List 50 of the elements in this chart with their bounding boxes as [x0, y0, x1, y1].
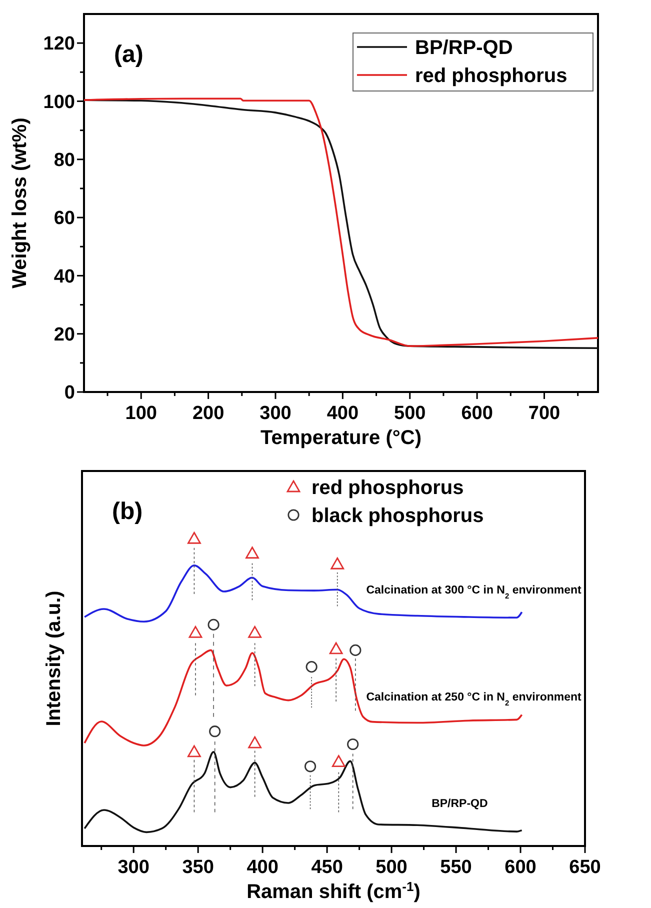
annotation: BP/RP-QD — [432, 798, 488, 810]
point — [188, 626, 202, 638]
point — [330, 557, 344, 570]
y-tick-label: 40 — [54, 266, 75, 288]
point — [347, 738, 359, 750]
annotation: Calcination at 300 °C in N$_{2}$ environment — [366, 584, 582, 600]
x-tick-label: 500 — [376, 857, 408, 878]
y-axis-title: Weight loss (wt%) — [9, 118, 31, 288]
x-tick-label: 200 — [192, 403, 224, 424]
point — [329, 642, 343, 654]
x-tick-label: 400 — [326, 403, 359, 424]
x-tick-label: 450 — [311, 857, 343, 878]
annotation: Calcination at 250 °C in N$_{2}$ environment — [366, 691, 582, 707]
x-axis-title: Temperature (°C) — [260, 427, 422, 449]
legend-label: red phosphorus — [312, 477, 464, 499]
x-tick-label: 300 — [260, 403, 292, 424]
legend-label: black phosphorus — [312, 505, 484, 527]
x-tick-label: 600 — [504, 857, 536, 878]
x-tick-label: 700 — [528, 403, 560, 424]
text: (a) — [114, 41, 144, 68]
point — [188, 532, 201, 544]
point — [350, 644, 362, 656]
point — [246, 546, 259, 559]
point — [209, 726, 221, 738]
point — [306, 661, 318, 673]
point — [248, 736, 262, 748]
x-tick-label: 550 — [440, 857, 472, 878]
y-tick-label: 120 — [43, 34, 75, 55]
y-tick-label: 100 — [43, 92, 75, 113]
x-tick-label: 650 — [569, 857, 601, 878]
point — [304, 760, 316, 772]
point — [188, 745, 201, 758]
y-tick-label: 60 — [54, 208, 75, 230]
point — [332, 755, 346, 767]
point — [248, 626, 262, 638]
point — [208, 618, 220, 630]
y-axis-title: Intensity (a.u.) — [43, 590, 65, 726]
y-tick-label: 20 — [54, 324, 75, 346]
x-tick-label: 600 — [461, 403, 493, 424]
chart-title: (b) — [112, 498, 143, 525]
y-tick-label: 80 — [54, 150, 75, 172]
x-tick-label: 350 — [182, 857, 214, 878]
y-tick-label: 0 — [64, 382, 75, 404]
x-tick-label: 400 — [246, 857, 278, 878]
x-tick-label: 500 — [394, 403, 426, 424]
x-axis-title: Raman shift (cm$^{-1}$) — [246, 878, 420, 903]
x-tick-label: 300 — [118, 857, 150, 878]
legend-label: red phosphorus — [415, 65, 568, 87]
x-tick-label: 100 — [125, 403, 157, 424]
legend-label: BP/RP-QD — [415, 37, 513, 59]
